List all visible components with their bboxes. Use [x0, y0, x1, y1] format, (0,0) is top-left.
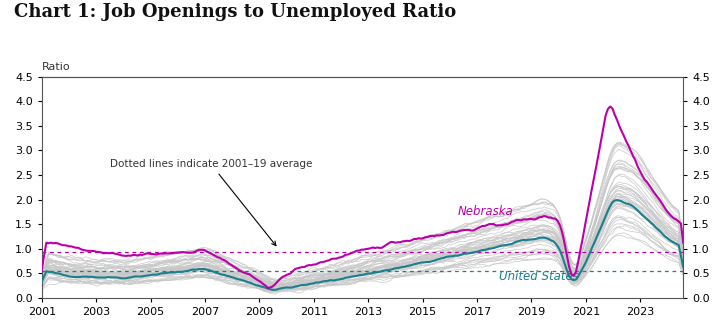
Text: Ratio: Ratio: [42, 62, 70, 72]
Text: Chart 1: Job Openings to Unemployed Ratio: Chart 1: Job Openings to Unemployed Rati…: [14, 3, 457, 21]
Text: Dotted lines indicate 2001–19 average: Dotted lines indicate 2001–19 average: [109, 159, 312, 246]
Text: Nebraska: Nebraska: [458, 206, 514, 218]
Text: United States: United States: [499, 270, 579, 283]
